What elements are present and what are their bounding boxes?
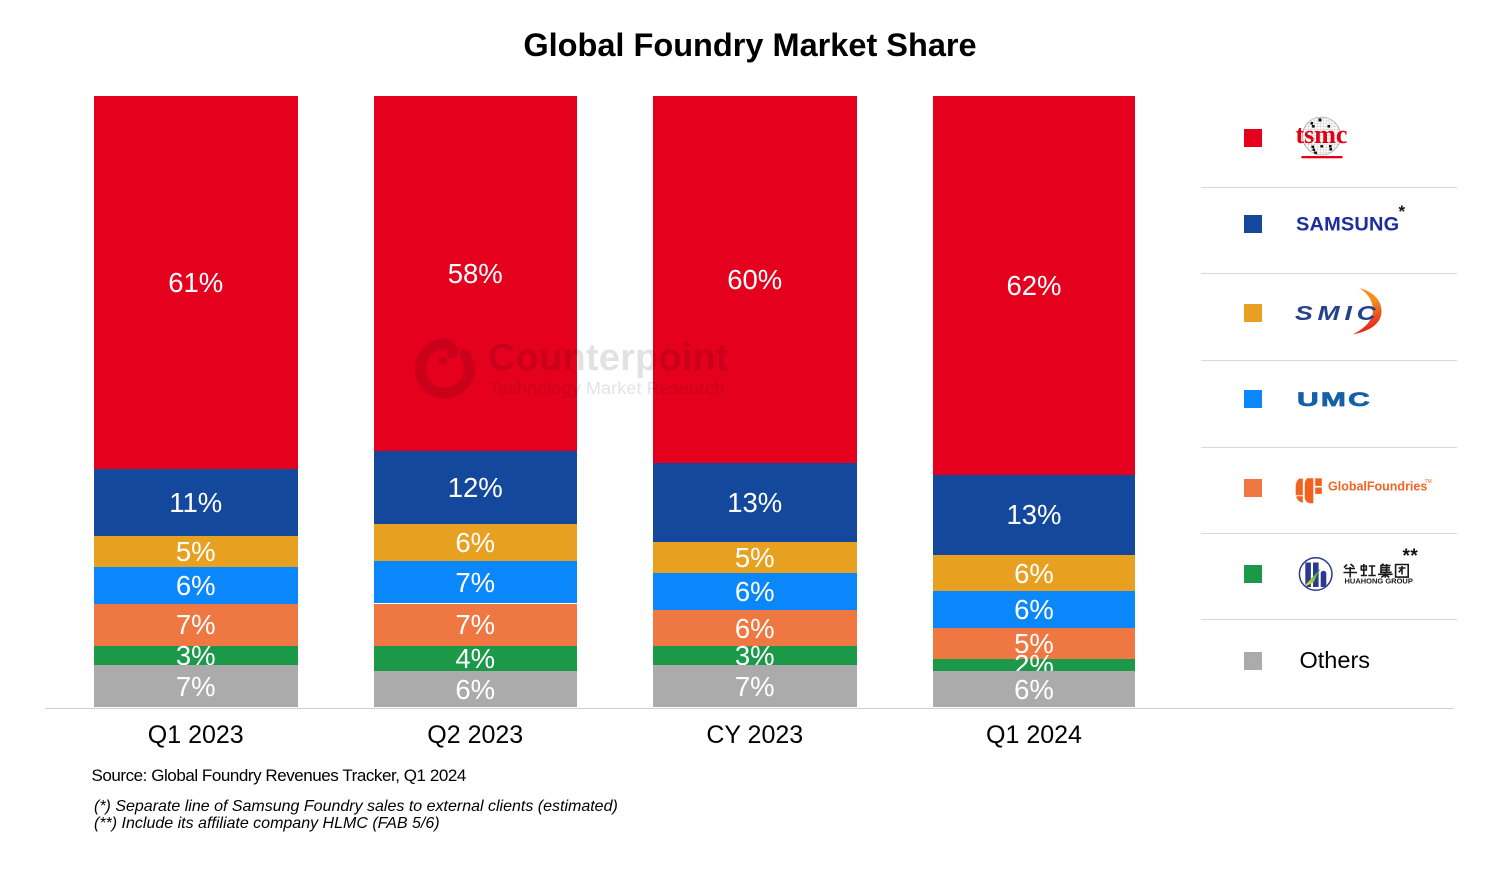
svg-text:SMIC: SMIC bbox=[1295, 302, 1381, 324]
svg-text:tsmc: tsmc bbox=[1296, 120, 1348, 149]
svg-text:HUAHONG GROUP: HUAHONG GROUP bbox=[1345, 577, 1413, 586]
svg-text:GlobalFoundries: GlobalFoundries bbox=[1328, 479, 1427, 493]
svg-text:TM: TM bbox=[1425, 479, 1432, 485]
